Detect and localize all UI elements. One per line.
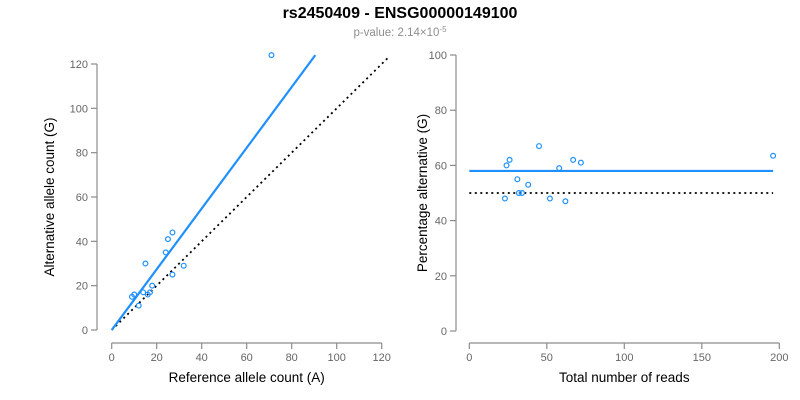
data-point [515, 190, 522, 197]
pvalue-exponent: -5 [439, 25, 447, 34]
data-point [162, 249, 169, 256]
data-point [506, 156, 513, 163]
data-point [149, 282, 156, 289]
x-tick-label: 150 [693, 352, 711, 364]
data-point [577, 159, 584, 166]
data-point [546, 195, 553, 202]
x-tick-label: 40 [196, 352, 208, 364]
data-point [140, 289, 147, 296]
data-point [268, 52, 275, 59]
data-point [142, 260, 149, 267]
y-tick-label: 20 [435, 271, 447, 283]
x-tick-label: 100 [615, 352, 633, 364]
x-tick-label: 80 [286, 352, 298, 364]
figure-title: rs2450409 - ENSG00000149100 [282, 5, 518, 22]
data-point [164, 236, 171, 243]
y-tick-label: 100 [429, 50, 447, 62]
x-tick-label: 120 [373, 352, 391, 364]
x-tick-label: 200 [770, 352, 788, 364]
y-tick-label: 60 [435, 160, 447, 172]
data-point [536, 143, 543, 150]
x-tick-label: 50 [541, 352, 553, 364]
x-tick-label: 100 [328, 352, 346, 364]
y-tick-label: 100 [70, 103, 88, 115]
y-tick-label: 80 [435, 105, 447, 117]
figure-subtitle: p-value: 2.14×10-5 [0, 25, 800, 39]
data-point [562, 198, 569, 205]
x-axis-title: Total number of reads [559, 370, 690, 385]
data-point [514, 176, 521, 183]
data-point [128, 293, 135, 300]
data-point [503, 162, 510, 169]
right-scatter-panel: 0 20 40 60 80 100 0 50 100 150 200 Total number of … [415, 50, 788, 385]
regression-line [110, 54, 317, 331]
data-point [135, 302, 142, 309]
data-point [180, 262, 187, 269]
x-tick-label: 20 [151, 352, 163, 364]
data-point [770, 152, 777, 159]
data-point [501, 195, 508, 202]
x-tick-label: 0 [109, 352, 115, 364]
y-tick-label: 80 [76, 148, 88, 160]
y-tick-label: 20 [76, 281, 88, 293]
data-point [144, 291, 151, 298]
y-tick-label: 120 [70, 59, 88, 71]
identity-line [111, 56, 390, 331]
y-tick-label: 0 [441, 326, 447, 338]
y-axis-title: Percentage alternative (G) [415, 114, 430, 272]
y-tick-label: 40 [76, 236, 88, 248]
x-tick-label: 60 [241, 352, 253, 364]
data-point [570, 156, 577, 163]
y-tick-label: 40 [435, 216, 447, 228]
data-point [169, 229, 176, 236]
y-tick-label: 0 [82, 325, 88, 337]
data-point [518, 190, 525, 197]
y-tick-label: 60 [76, 192, 88, 204]
x-axis-title: Reference allele count (A) [169, 370, 325, 385]
data-point [525, 181, 532, 188]
y-axis-title: Alternative allele count (G) [42, 117, 57, 276]
pvalue-label: p-value: 2.14×10 [353, 27, 440, 39]
x-tick-label: 0 [466, 352, 472, 364]
data-point [169, 271, 176, 278]
data-point [556, 165, 563, 172]
left-scatter-panel: 0 20 40 60 80 100 120 0 20 40 60 80 100 120 Reference … [42, 52, 391, 385]
